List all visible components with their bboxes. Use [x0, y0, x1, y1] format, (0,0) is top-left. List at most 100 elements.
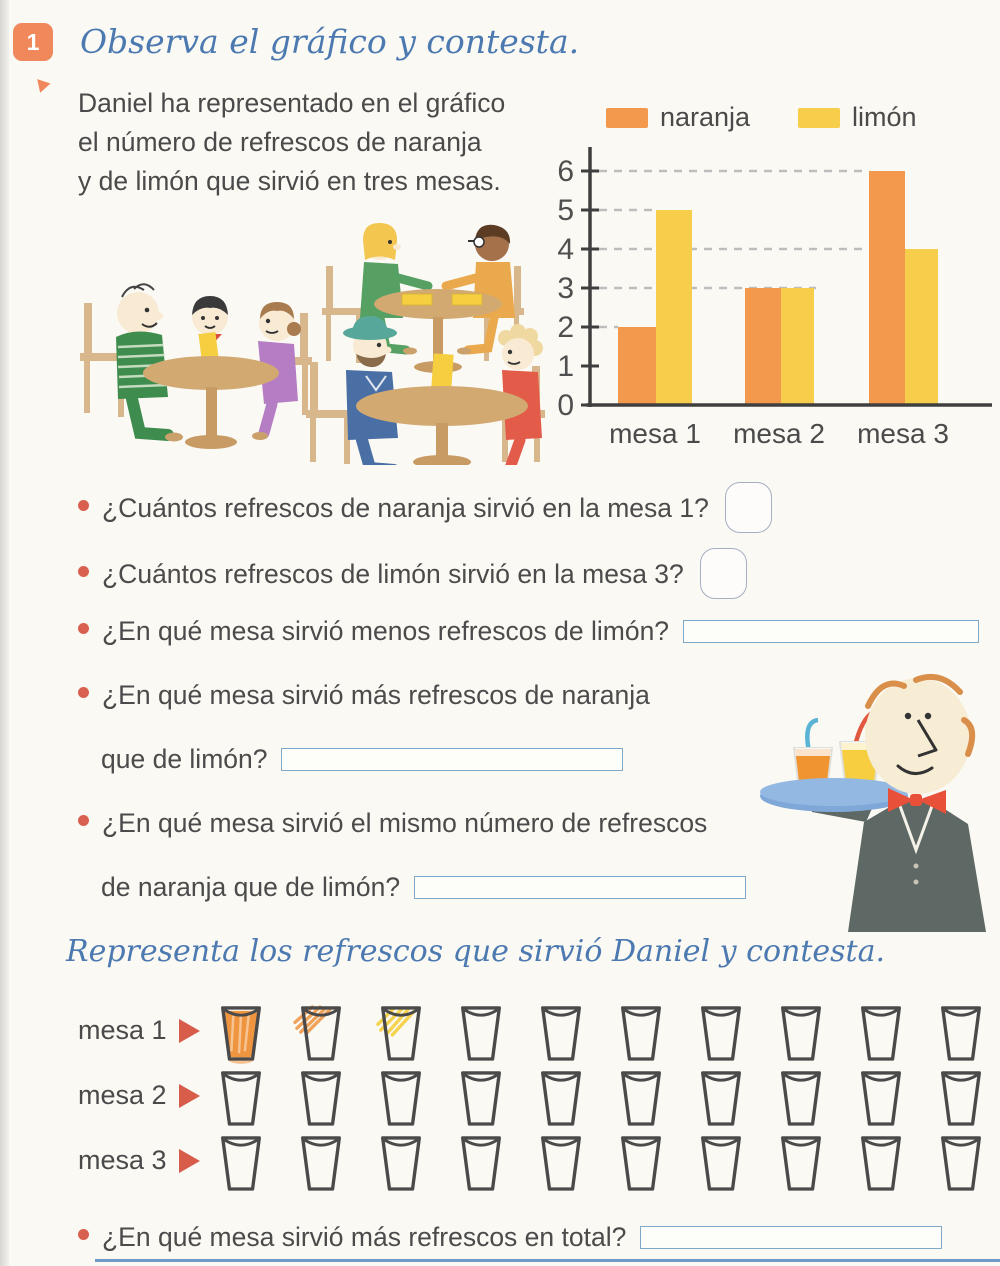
legend-swatch-naranja: [606, 107, 648, 128]
legend-swatch-limon: [798, 107, 840, 128]
cup-mesa-3-9-empty[interactable]: [855, 1132, 907, 1199]
cup-mesa-2-10-empty[interactable]: [935, 1067, 987, 1134]
cup-row-mesa-2: mesa 2: [60, 1065, 995, 1130]
cup-mesa-1-2-orange-scribble[interactable]: [293, 1002, 347, 1069]
cup-mesa-3-8-empty[interactable]: [775, 1132, 827, 1199]
cup-row-label: mesa 1: [78, 1015, 167, 1045]
y-tick-label-6: 6: [557, 155, 574, 188]
bow-tie-icon: [888, 788, 946, 814]
cup-mesa-3-4-empty[interactable]: [455, 1132, 507, 1199]
question-final: ¿En qué mesa sirvió más refrescos en tot…: [78, 1222, 943, 1253]
question-5-line-1: ¿En qué mesa sirvió el mismo número de r…: [78, 808, 707, 839]
x-category-label: mesa 3: [857, 418, 949, 449]
question-4-line-1: ¿En qué mesa sirvió más refrescos de nar…: [78, 680, 650, 711]
cups-activity: mesa 1 mesa 2 mesa 3: [60, 1000, 995, 1195]
bullet-icon: [78, 687, 89, 698]
cup-mesa-2-9-empty[interactable]: [855, 1067, 907, 1134]
arrow-right-icon: [179, 1084, 200, 1108]
intro-line: el número de refrescos de naranja: [78, 127, 482, 157]
y-tick-label-2: 2: [557, 311, 574, 344]
table-1-group: [80, 283, 312, 449]
question-1-answer-box[interactable]: [724, 482, 772, 533]
arrow-right-icon: [179, 1019, 200, 1043]
bar-mesa-2-naranja: [745, 288, 781, 405]
question-1: ¿Cuántos refrescos de naranja sirvió en …: [78, 482, 772, 533]
question-3-text: ¿En qué mesa sirvió menos refrescos de l…: [102, 616, 670, 646]
question-3: ¿En qué mesa sirvió menos refrescos de l…: [78, 616, 980, 647]
waiter-head: [865, 674, 976, 794]
cup-mesa-1-1-orange-full[interactable]: [215, 1002, 267, 1069]
cup-mesa-1-7-empty[interactable]: [695, 1002, 747, 1069]
question-2-text: ¿Cuántos refrescos de limón sirvió en la…: [102, 559, 684, 589]
cup-mesa-3-7-empty[interactable]: [695, 1132, 747, 1199]
bar-mesa-2-limón: [781, 288, 814, 405]
cup-mesa-2-6-empty[interactable]: [615, 1067, 667, 1134]
cup-mesa-2-1-empty[interactable]: [215, 1067, 267, 1134]
table-icon: [356, 353, 528, 465]
cup-mesa-1-9-empty[interactable]: [855, 1002, 907, 1069]
badge-tail: [33, 79, 51, 95]
page-left-edge: [0, 0, 9, 1266]
cup-mesa-3-10-empty[interactable]: [935, 1132, 987, 1199]
y-tick-label-5: 5: [557, 194, 574, 227]
question-5-text-line-2: de naranja que de limón?: [101, 872, 401, 902]
question-3-answer-box[interactable]: [683, 620, 980, 643]
y-tick-label-0: 0: [557, 389, 574, 422]
cup-mesa-3-5-empty[interactable]: [535, 1132, 587, 1199]
question-4-answer-box[interactable]: [281, 748, 624, 771]
question-5-line-2: de naranja que de limón?: [101, 872, 747, 903]
table-icon: [143, 332, 279, 449]
intro-line: Daniel ha representado en el gráfico: [78, 88, 506, 118]
section-2-title: Representa los refrescos que sirvió Dani…: [66, 934, 886, 969]
cup-row-mesa-3: mesa 3: [60, 1130, 995, 1195]
bullet-icon: [78, 623, 89, 634]
intro-line: y de limón que sirvió en tres mesas.: [78, 166, 501, 196]
question-5-text-line-1: ¿En qué mesa sirvió el mismo número de r…: [102, 808, 708, 838]
cup-mesa-3-3-empty[interactable]: [375, 1132, 427, 1199]
cup-mesa-1-3-yellow-scribble[interactable]: [375, 1002, 427, 1069]
question-final-answer-box[interactable]: [640, 1226, 943, 1249]
exercise-number-badge: 1: [13, 23, 53, 95]
cup-mesa-1-10-empty[interactable]: [935, 1002, 987, 1069]
cup-mesa-3-2-empty[interactable]: [295, 1132, 347, 1199]
y-tick-label-4: 4: [557, 233, 574, 266]
question-final-text: ¿En qué mesa sirvió más refrescos en tot…: [102, 1222, 627, 1252]
chair-icon: [306, 362, 354, 464]
question-5-answer-box[interactable]: [414, 876, 747, 899]
table-3-group: [306, 316, 545, 465]
cup-mesa-2-8-empty[interactable]: [775, 1067, 827, 1134]
bar-mesa-1-naranja: [618, 327, 656, 405]
cup-mesa-2-4-empty[interactable]: [455, 1067, 507, 1134]
diner-glasses-man: [441, 224, 515, 355]
intro-paragraph: Daniel ha representado en el gráfico el …: [78, 84, 505, 201]
question-4-text-line-2: que de limón?: [101, 744, 268, 774]
hair-icon: [913, 674, 963, 695]
cup-mesa-1-6-empty[interactable]: [615, 1002, 667, 1069]
hair-icon: [865, 680, 907, 709]
bar-mesa-1-limón: [656, 210, 692, 405]
cup-row-label: mesa 3: [78, 1145, 167, 1175]
y-tick-label-1: 1: [557, 350, 574, 383]
chart-plot-area: 0 1 2 3 4 5 6 mesa 1 mesa 2 mesa 3: [557, 147, 992, 449]
cup-mesa-3-6-empty[interactable]: [615, 1132, 667, 1199]
bar-mesa-3-limón: [905, 249, 938, 405]
hair-icon: [961, 717, 976, 757]
cup-mesa-1-8-empty[interactable]: [775, 1002, 827, 1069]
exercise-number: 1: [26, 28, 40, 55]
cup-mesa-2-3-empty[interactable]: [375, 1067, 427, 1134]
cup-mesa-3-1-empty[interactable]: [215, 1132, 267, 1199]
arrow-right-icon: [179, 1149, 200, 1173]
cup-mesa-1-4-empty[interactable]: [455, 1002, 507, 1069]
smile-icon: [896, 764, 934, 775]
cup-mesa-2-2-empty[interactable]: [295, 1067, 347, 1134]
page-title: Observa el gráfico y contesta.: [80, 22, 580, 61]
bullet-icon: [78, 815, 89, 826]
cup-mesa-2-5-empty[interactable]: [535, 1067, 587, 1134]
cup-mesa-2-7-empty[interactable]: [695, 1067, 747, 1134]
legend-item-limon: limón: [798, 102, 917, 133]
scan-artifact-line: [95, 1259, 1000, 1262]
question-2-answer-box[interactable]: [699, 548, 747, 599]
cup-mesa-1-5-empty[interactable]: [535, 1002, 587, 1069]
question-2: ¿Cuántos refrescos de limón sirvió en la…: [78, 548, 747, 599]
diners-illustration: [80, 222, 545, 465]
